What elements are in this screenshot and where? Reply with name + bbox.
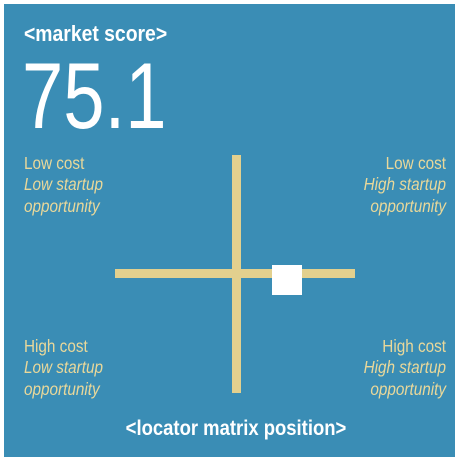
quadrant-top-right: Low cost High startup opportunity: [364, 153, 448, 216]
quadrant-line: Low cost: [24, 153, 85, 173]
quadrant-line: High cost: [24, 336, 88, 356]
horizontal-axis: [115, 269, 355, 278]
quadrant-line: High startup: [364, 357, 446, 377]
panel: [4, 4, 455, 457]
position-marker: [272, 265, 302, 295]
quadrant-line: Low cost: [386, 153, 447, 173]
quadrant-line: opportunity: [370, 379, 447, 399]
quadrant-bottom-left: High cost Low startup opportunity: [24, 336, 103, 399]
quadrant-line: opportunity: [24, 379, 101, 399]
quadrant-line: opportunity: [370, 196, 447, 216]
quadrant-line: Low startup: [24, 357, 103, 377]
quadrant-line: High startup: [364, 174, 446, 194]
quadrant-bottom-right: High cost High startup opportunity: [364, 336, 448, 399]
quadrant-top-left: Low cost Low startup opportunity: [24, 153, 103, 216]
footer: <locator matrix position>: [126, 417, 347, 440]
score: 75.1: [22, 43, 166, 148]
quadrant-line: High cost: [382, 336, 446, 356]
title: <market score>: [24, 22, 167, 46]
quadrant-line: opportunity: [24, 196, 101, 216]
quadrant-line: Low startup: [24, 174, 103, 194]
